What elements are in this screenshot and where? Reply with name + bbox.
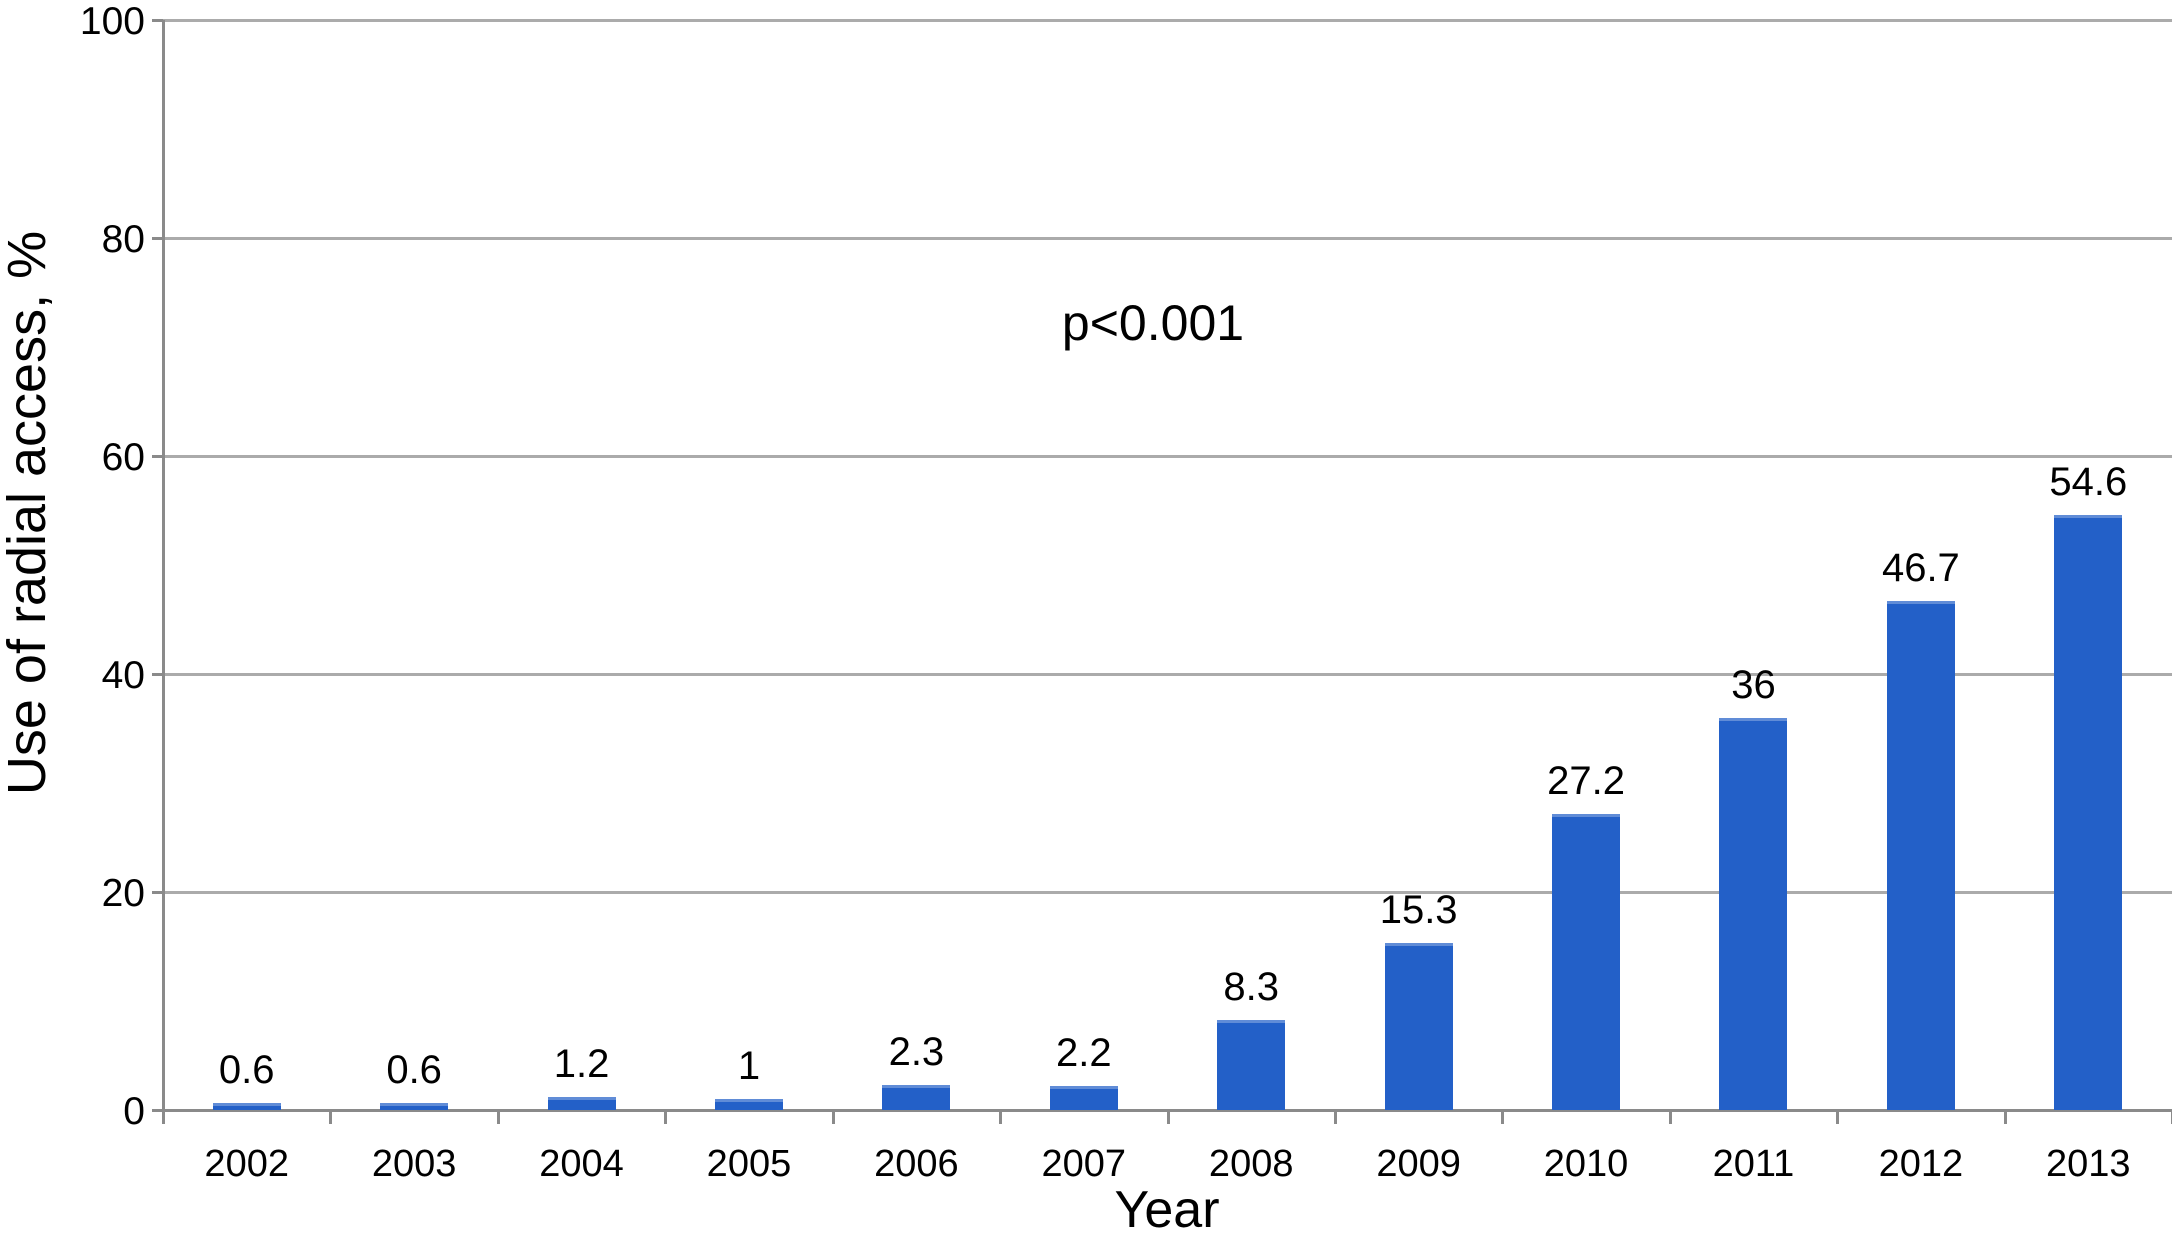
y-axis-tick xyxy=(152,673,163,676)
y-tick-label: 100 xyxy=(79,0,145,43)
x-axis-tick xyxy=(329,1110,333,1124)
y-axis-title: Use of radial access, % xyxy=(0,230,57,796)
y-axis-tick xyxy=(152,237,163,240)
x-axis-line xyxy=(163,1109,2172,1112)
gridline xyxy=(163,237,2172,240)
bar xyxy=(1552,813,1621,1110)
bar xyxy=(2054,514,2123,1110)
y-axis-tick xyxy=(152,1109,163,1112)
y-tick-label: 0 xyxy=(123,1090,145,1133)
x-tick-label: 2013 xyxy=(2046,1143,2131,1185)
bar-value-label: 54.6 xyxy=(2049,459,2128,504)
x-tick-label: 2004 xyxy=(539,1143,624,1185)
y-tick-label: 20 xyxy=(101,872,145,915)
x-tick-label: 2002 xyxy=(204,1143,289,1185)
y-tick-label: 80 xyxy=(101,218,145,261)
bar-value-label: 0.6 xyxy=(218,1048,275,1093)
x-axis-tick xyxy=(1836,1110,1840,1124)
bar xyxy=(882,1084,951,1110)
x-tick-label: 2010 xyxy=(1543,1143,1629,1185)
x-axis-tick xyxy=(664,1110,668,1124)
bar xyxy=(1886,600,1955,1110)
bar-value-label: 15.3 xyxy=(1379,888,1458,933)
bar-value-label: 0.6 xyxy=(386,1048,442,1093)
gridline xyxy=(163,19,2172,22)
bar xyxy=(1217,1019,1286,1110)
bar-value-label: 8.3 xyxy=(1223,964,1280,1009)
bar-value-label: 46.7 xyxy=(1881,545,1960,590)
x-tick-label: 2008 xyxy=(1208,1143,1294,1185)
x-axis-tick xyxy=(1166,1110,1170,1124)
bar xyxy=(1384,943,1453,1110)
x-tick-label: 2007 xyxy=(1041,1143,1127,1185)
gridline xyxy=(163,891,2172,894)
x-axis-tick xyxy=(1668,1110,1672,1124)
x-axis-tick xyxy=(1501,1110,1505,1124)
bar-value-label: 1.2 xyxy=(553,1041,610,1086)
y-tick-label: 40 xyxy=(101,654,145,697)
y-axis-tick xyxy=(152,455,163,458)
x-tick-label: 2006 xyxy=(874,1143,959,1185)
y-axis-tick xyxy=(152,891,163,894)
x-axis-tick xyxy=(1333,1110,1337,1124)
y-axis-tick xyxy=(152,19,163,22)
y-tick-label: 60 xyxy=(101,436,145,479)
bar xyxy=(714,1099,783,1110)
bar xyxy=(1049,1086,1118,1110)
x-tick-label: 2005 xyxy=(706,1143,792,1185)
x-axis-tick xyxy=(831,1110,835,1124)
bar-value-label: 2.3 xyxy=(888,1029,945,1074)
bar xyxy=(1719,717,1788,1110)
bar xyxy=(547,1096,616,1110)
x-tick-label: 2003 xyxy=(371,1143,457,1185)
bar xyxy=(212,1103,281,1110)
x-axis-tick xyxy=(2003,1110,2007,1124)
bar xyxy=(380,1103,449,1110)
gridline xyxy=(163,673,2172,676)
bar-value-label: 27.2 xyxy=(1547,758,1625,803)
x-axis-tick xyxy=(999,1110,1003,1124)
gridline xyxy=(163,455,2172,458)
y-axis-line xyxy=(162,20,165,1124)
x-tick-label: 2012 xyxy=(1878,1143,1964,1185)
bar-value-label: 1 xyxy=(737,1044,761,1089)
x-tick-label: 2009 xyxy=(1376,1143,1461,1185)
x-axis-tick xyxy=(496,1110,500,1124)
bar-value-label: 2.2 xyxy=(1055,1031,1112,1076)
bar-value-label: 36 xyxy=(1731,662,1776,707)
x-axis-title: Year xyxy=(1114,1181,1220,1239)
x-tick-label: 2011 xyxy=(1712,1143,1795,1185)
p-value-annotation: p<0.001 xyxy=(1061,295,1245,351)
